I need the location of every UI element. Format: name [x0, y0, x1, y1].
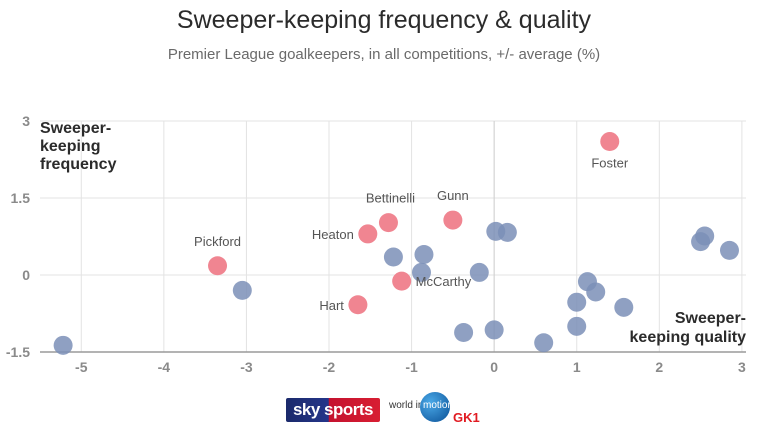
highlighted-goalkeeper-point — [348, 295, 368, 315]
chart-subtitle: Premier League goalkeepers, in all compe… — [167, 46, 601, 63]
data-points — [53, 132, 739, 355]
goalkeeper-point — [695, 226, 715, 246]
x-tick-label: 3 — [738, 359, 746, 375]
goalkeeper-point — [567, 292, 587, 312]
chart-title: Sweeper-keeping frequency & quality — [176, 6, 592, 34]
y-tick-label: 0 — [22, 267, 30, 283]
goalkeeper-point — [484, 320, 504, 340]
world-in-motion-word: motion — [423, 400, 454, 411]
goalkeeper-name-label: Gunn — [437, 188, 469, 203]
x-tick-label: -2 — [323, 359, 336, 375]
sky-sports-logo: sky sports — [286, 398, 380, 422]
x-tick-label: 1 — [573, 359, 581, 375]
goalkeeper-point — [567, 316, 587, 336]
goalkeeper-point — [383, 247, 403, 267]
goalkeeper-name-label: McCarthy — [416, 274, 472, 289]
x-tick-label: 0 — [490, 359, 498, 375]
goalkeeper-point — [414, 244, 434, 264]
goalkeeper-name-label: Heaton — [312, 227, 354, 242]
x-tick-label: -5 — [75, 359, 88, 375]
x-tick-label: -1 — [405, 359, 418, 375]
highlighted-goalkeeper-point — [443, 210, 463, 230]
footer-logos: sky sports world in motion GK1 — [286, 392, 506, 428]
highlighted-goalkeeper-point — [378, 213, 398, 233]
y-axis-label: Sweeper-keeping frequency — [40, 120, 117, 173]
x-tick-label: -3 — [240, 359, 253, 375]
grid-lines — [40, 120, 746, 352]
goalkeeper-point — [454, 322, 474, 342]
highlighted-goalkeeper-point — [600, 132, 620, 152]
goalkeeper-point — [719, 240, 739, 260]
highlighted-goalkeeper-point — [358, 224, 378, 244]
globe-icon — [420, 392, 450, 422]
world-in-motion-prefix: world in — [389, 400, 424, 411]
x-tick-label: -4 — [158, 359, 171, 375]
goalkeeper-point — [497, 222, 517, 242]
goalkeeper-name-label: Foster — [591, 156, 629, 171]
goalkeeper-point — [53, 335, 73, 355]
highlighted-goalkeeper-point — [392, 271, 412, 291]
gk1-logo: GK1 — [453, 410, 480, 425]
goalkeeper-name-label: Hart — [319, 298, 344, 313]
y-tick-label: 1.5 — [11, 190, 31, 206]
goalkeeper-name-label: Pickford — [194, 234, 241, 249]
highlighted-goalkeeper-point — [208, 256, 228, 276]
goalkeeper-point — [469, 262, 489, 282]
goalkeeper-point — [232, 280, 252, 300]
axes: -5 -4 -3 -2 -1 0 1 2 3 -1.5 0 1.5 3 — [6, 113, 746, 375]
x-axis-label: Sweeper-keeping quality — [630, 310, 747, 346]
goalkeeper-point — [586, 282, 606, 302]
y-tick-label: 3 — [22, 113, 30, 129]
y-tick-label: -1.5 — [6, 344, 30, 360]
x-tick-label: 2 — [655, 359, 663, 375]
goalkeeper-point — [534, 333, 554, 353]
goalkeeper-point — [614, 297, 634, 317]
goalkeeper-point — [411, 262, 431, 282]
goalkeeper-name-label: Bettinelli — [366, 191, 415, 206]
point-labels: Foster Gunn Bettinelli Heaton Pickford McCart… — [194, 156, 629, 313]
